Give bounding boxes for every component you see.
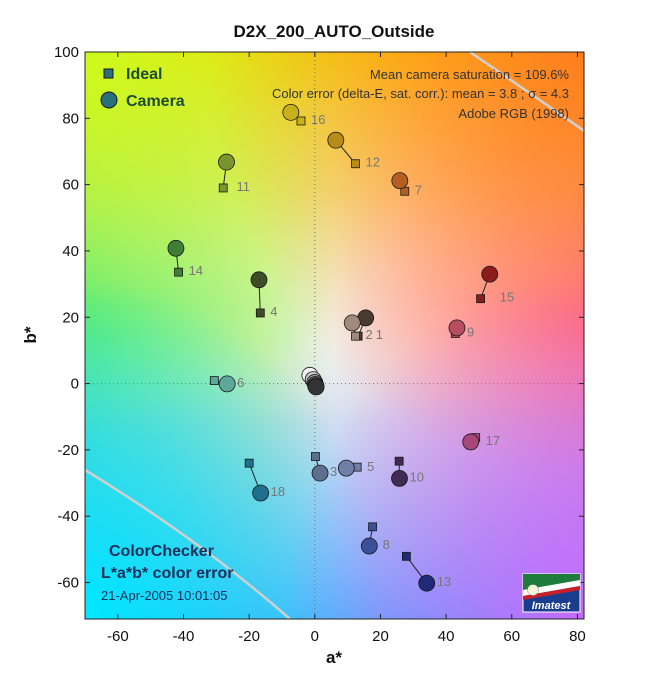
x-tick-label: -60 — [107, 628, 129, 645]
info-saturation: Mean camera saturation = 109.6% — [370, 67, 570, 82]
point-label: 6 — [237, 375, 244, 390]
info-color-error: Color error (delta-E, sat. corr.): mean … — [272, 86, 569, 101]
legend-ideal-marker — [103, 68, 114, 79]
ideal-marker — [368, 522, 377, 532]
x-tick-label: 20 — [372, 628, 389, 645]
point-label: 7 — [415, 182, 422, 197]
legend-camera-label: Camera — [126, 93, 185, 110]
y-axis: 100 80 60 40 20 0 -20 -40 -60 — [54, 44, 584, 592]
x-tick-label: 0 — [311, 628, 319, 645]
camera-marker — [391, 470, 408, 487]
y-tick-label: 100 — [54, 44, 79, 61]
camera-markers — [167, 103, 499, 592]
camera-marker — [307, 378, 325, 396]
point-label: 5 — [367, 459, 374, 474]
point-label: 11 — [236, 179, 250, 194]
x-axis-label: a* — [326, 648, 342, 667]
y-tick-label: -60 — [57, 575, 79, 592]
y-tick-label: 80 — [62, 110, 79, 127]
ideal-marker — [218, 183, 228, 193]
x-tick-label: -20 — [238, 628, 260, 645]
legend-camera-marker — [100, 91, 118, 109]
camera-marker — [218, 153, 235, 171]
point-label: 18 — [271, 484, 285, 499]
camera-marker — [327, 131, 345, 149]
camera-marker — [343, 314, 361, 332]
point-label: 1 — [376, 327, 383, 342]
ideal-marker — [311, 452, 320, 461]
footer-caption: ColorChecker L*a*b* color error 21-Apr-2… — [101, 543, 233, 603]
ideal-marker — [351, 331, 360, 341]
point-label: 8 — [383, 537, 390, 552]
point-label: 9 — [467, 325, 474, 340]
ideal-marker — [351, 159, 360, 169]
point-label: 10 — [410, 469, 424, 484]
ideal-marker — [209, 376, 219, 385]
camera-marker — [481, 265, 499, 283]
camera-marker — [462, 433, 480, 451]
point-label: 13 — [437, 574, 451, 589]
point-label: 4 — [270, 304, 277, 319]
ideal-marker — [296, 116, 306, 126]
point-label: 12 — [366, 155, 380, 170]
footer-date: 21-Apr-2005 10:01:05 — [101, 588, 227, 603]
camera-marker — [252, 484, 270, 502]
camera-marker — [218, 375, 236, 393]
y-tick-label: 40 — [62, 243, 79, 260]
ideal-marker — [174, 267, 183, 277]
plot-frame — [84, 51, 585, 620]
footer-subtitle: L*a*b* color error — [101, 565, 233, 582]
point-label: 2 — [366, 327, 373, 342]
camera-marker — [360, 537, 378, 555]
legend: Ideal Camera — [100, 66, 185, 110]
gamut-boundary-bottom — [85, 468, 291, 619]
y-axis-label: b* — [21, 326, 40, 343]
x-axis: -60 -40 -20 0 20 40 60 80 — [107, 52, 586, 645]
camera-marker — [418, 574, 436, 592]
y-tick-label: 20 — [62, 309, 79, 326]
camera-marker — [391, 172, 409, 190]
info-color-space: Adobe RGB (1998) — [458, 106, 569, 121]
camera-marker — [250, 271, 268, 289]
point-label: 3 — [330, 464, 337, 479]
x-tick-label: 40 — [438, 628, 455, 645]
ideal-marker — [394, 456, 404, 466]
chart-title: D2X_200_AUTO_Outside — [234, 22, 435, 41]
point-label: 14 — [189, 263, 203, 278]
x-tick-label: -40 — [173, 628, 195, 645]
footer-title: ColorChecker — [109, 543, 214, 560]
ideal-marker — [255, 308, 265, 318]
info-box: Mean camera saturation = 109.6% Color er… — [272, 67, 569, 121]
point-label: 15 — [500, 290, 514, 305]
y-tick-label: 60 — [62, 177, 79, 194]
logo-text: Imatest — [532, 600, 572, 612]
imatest-logo: Imatest — [522, 573, 581, 613]
gamut-boundary-top — [469, 52, 584, 133]
point-label: 17 — [486, 433, 500, 448]
ideal-marker — [476, 294, 485, 304]
camera-marker — [282, 103, 300, 121]
x-tick-label: 80 — [569, 628, 586, 645]
x-tick-label: 60 — [503, 628, 520, 645]
ideal-marker — [244, 458, 254, 468]
camera-marker — [448, 319, 466, 337]
y-tick-label: 0 — [71, 376, 79, 393]
camera-marker — [311, 464, 329, 482]
ideal-marker — [401, 551, 411, 561]
camera-marker — [167, 239, 185, 257]
y-tick-label: -20 — [57, 442, 79, 459]
camera-marker — [337, 459, 355, 477]
y-tick-label: -40 — [57, 508, 79, 525]
legend-ideal-label: Ideal — [126, 66, 162, 83]
point-label: 16 — [311, 112, 325, 127]
grid-lines — [85, 52, 584, 619]
